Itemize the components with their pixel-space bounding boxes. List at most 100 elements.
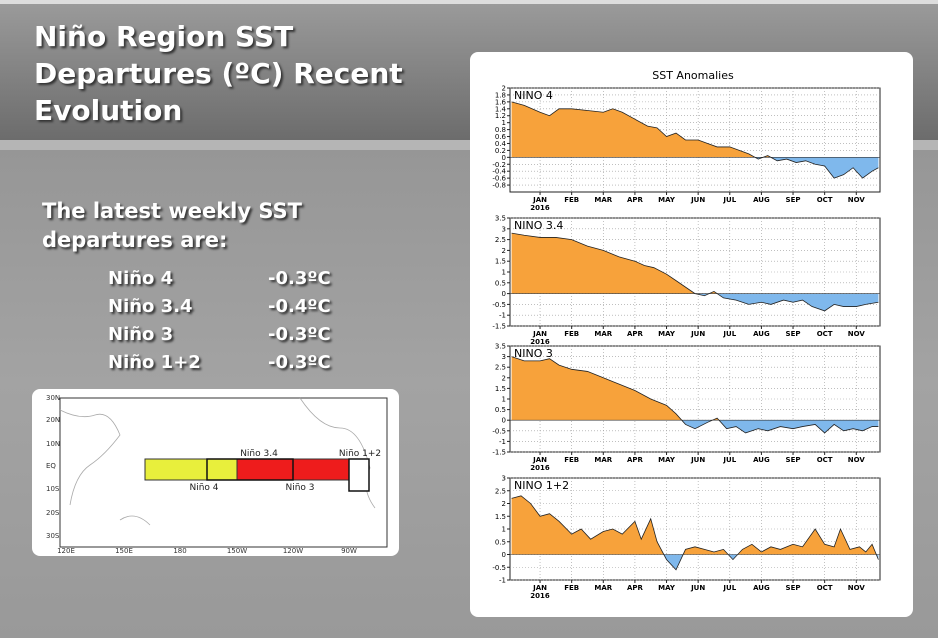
- y-tick-label: -0.5: [492, 564, 506, 572]
- y-tick-label: 0.8: [495, 126, 506, 134]
- x-tick-label: APR: [627, 330, 644, 338]
- y-tick-label: 2: [502, 374, 506, 382]
- y-tick-label: 0.4: [495, 140, 507, 148]
- x-tick-label: FEB: [564, 330, 579, 338]
- y-tick-label: 3.5: [495, 215, 506, 223]
- slide-title: Niño Region SST Departures (ºC) Recent E…: [34, 20, 403, 127]
- row-name: Niño 4: [108, 268, 174, 289]
- y-tick-label: -0.6: [492, 175, 506, 183]
- area-negative: [695, 293, 879, 311]
- y-tick-label: 1.5: [495, 258, 506, 266]
- x-tick-label: MAY: [658, 330, 676, 338]
- chart-title: NINO 1+2: [514, 479, 569, 492]
- lat-label: 20N: [46, 416, 60, 424]
- x-tick-label: OCT: [817, 456, 833, 464]
- chart-title: NINO 4: [514, 89, 553, 102]
- x-tick-label: FEB: [564, 456, 579, 464]
- x-tick-label: JUL: [722, 584, 736, 592]
- area-positive: [511, 495, 879, 555]
- lat-label: 20S: [46, 509, 60, 517]
- x-tick-label: MAR: [594, 330, 612, 338]
- x-tick-label: APR: [627, 196, 644, 204]
- region-label: Niño 4: [189, 483, 218, 493]
- lon-label: 150E: [115, 547, 133, 555]
- x-tick-label: MAR: [594, 584, 612, 592]
- row-value: -0.3ºC: [268, 352, 331, 373]
- y-tick-label: -0.5: [492, 301, 506, 309]
- nino12-box: [348, 458, 370, 492]
- x-tick-label: SEP: [786, 196, 801, 204]
- y-tick-label: -0.2: [492, 161, 506, 169]
- x-tick-label: FEB: [564, 196, 579, 204]
- x-tick-label: NOV: [848, 196, 866, 204]
- row-value: -0.4ºC: [268, 296, 331, 317]
- y-tick-label: 2.5: [495, 364, 506, 372]
- area-positive: [511, 101, 879, 158]
- region-label: Niño 1+2: [339, 449, 381, 459]
- y-tick-label: 1.4: [495, 105, 507, 113]
- nino4-box: [144, 458, 238, 481]
- lon-label: 150W: [227, 547, 247, 555]
- x-tick-label: JAN: [532, 330, 547, 338]
- y-tick-label: 0.6: [495, 133, 507, 141]
- row-value: -0.3ºC: [268, 268, 331, 289]
- y-tick-label: 3.5: [495, 343, 506, 351]
- y-tick-label: 1: [502, 396, 506, 404]
- y-tick-label: 0: [502, 154, 506, 162]
- y-tick-label: -1.5: [492, 323, 506, 331]
- year-label: 2016: [530, 464, 550, 472]
- x-tick-label: NOV: [848, 330, 866, 338]
- series-line: [511, 232, 879, 312]
- x-tick-label: JUN: [690, 456, 705, 464]
- y-tick-label: 0.5: [495, 538, 506, 546]
- intro-text: The latest weekly SST departures are:: [42, 199, 303, 252]
- lon-label: 180: [173, 547, 186, 555]
- x-tick-label: SEP: [786, 584, 801, 592]
- y-tick-label: -1.5: [492, 449, 506, 457]
- chart-title: NINO 3.4: [514, 219, 563, 232]
- x-tick-label: NOV: [848, 456, 866, 464]
- y-tick-label: 2: [502, 500, 506, 508]
- y-tick-label: 0: [502, 551, 506, 559]
- y-tick-label: 0: [502, 290, 506, 298]
- x-tick-label: MAY: [658, 456, 676, 464]
- chart-title: NINO 3: [514, 347, 553, 360]
- y-tick-label: 1.6: [495, 98, 507, 106]
- y-tick-label: 1.5: [495, 513, 506, 521]
- x-tick-label: JUL: [722, 456, 736, 464]
- y-tick-label: 0: [502, 417, 506, 425]
- y-tick-label: 0.2: [495, 147, 506, 155]
- lat-label: 30S: [46, 532, 60, 540]
- x-tick-label: JUN: [690, 196, 705, 204]
- year-label: 2016: [530, 338, 550, 346]
- series-line: [511, 356, 879, 434]
- x-tick-label: JAN: [532, 584, 547, 592]
- x-tick-label: OCT: [817, 330, 833, 338]
- row-value: -0.3ºC: [268, 324, 331, 345]
- area-negative: [755, 157, 879, 179]
- lat-label: 10N: [46, 440, 60, 448]
- series-line: [511, 495, 879, 571]
- x-tick-label: JAN: [532, 456, 547, 464]
- y-tick-label: -0.8: [492, 182, 506, 190]
- y-tick-label: -0.4: [492, 168, 506, 176]
- y-tick-label: 1: [502, 526, 506, 534]
- x-tick-label: SEP: [786, 456, 801, 464]
- area-positive: [511, 233, 718, 294]
- y-tick-label: 1: [502, 269, 506, 277]
- x-tick-label: APR: [627, 584, 644, 592]
- x-tick-label: JAN: [532, 196, 547, 204]
- y-tick-label: 0.5: [495, 279, 506, 287]
- row-name: Niño 1+2: [108, 352, 201, 373]
- x-tick-label: AUG: [753, 456, 770, 464]
- x-tick-label: SEP: [786, 330, 801, 338]
- x-tick-label: JUN: [690, 584, 705, 592]
- area-positive: [511, 356, 720, 421]
- lat-label: 10S: [46, 485, 60, 493]
- x-tick-label: NOV: [848, 584, 866, 592]
- y-tick-label: 1.5: [495, 385, 506, 393]
- year-label: 2016: [530, 592, 550, 600]
- panel-title: SST Anomalies: [652, 69, 734, 82]
